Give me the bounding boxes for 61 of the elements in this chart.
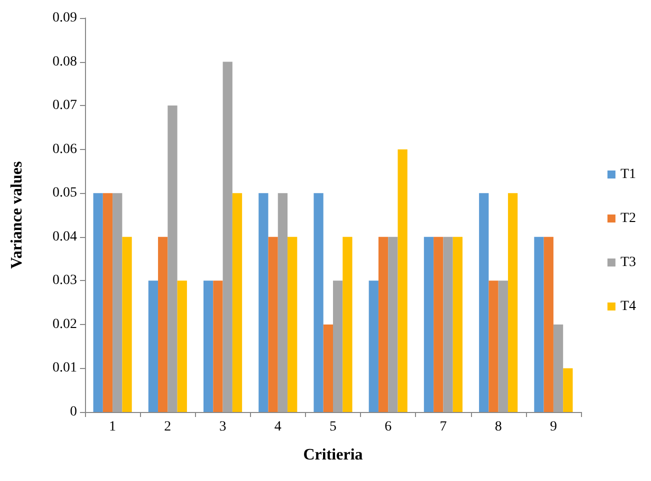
- bar: [232, 193, 242, 412]
- x-tick-label: 9: [550, 420, 557, 434]
- y-tick-label: 0.04: [52, 229, 77, 244]
- y-tick-label: 0.01: [52, 360, 77, 376]
- x-tick-label: 1: [109, 420, 116, 434]
- legend-label: T3: [620, 255, 636, 270]
- bar: [278, 193, 288, 412]
- bar: [443, 236, 453, 412]
- x-tick-label: 5: [330, 420, 336, 434]
- legend-label: T1: [620, 167, 636, 182]
- bar: [258, 193, 268, 412]
- bar: [323, 324, 333, 412]
- bar: [222, 62, 232, 412]
- y-tick-label: 0: [70, 404, 77, 420]
- bar: [268, 236, 278, 412]
- bar: [177, 280, 187, 412]
- bar: [479, 193, 489, 412]
- bar: [434, 236, 444, 412]
- y-tick-label: 0.03: [52, 273, 77, 288]
- y-tick-label: 0.07: [52, 98, 77, 114]
- bar: [314, 193, 324, 412]
- bar: [378, 236, 388, 412]
- bar: [203, 280, 214, 412]
- bar: [544, 236, 554, 412]
- x-axis-title: Critieria: [303, 446, 363, 464]
- bar: [563, 368, 573, 412]
- x-tick-label: 3: [219, 420, 226, 434]
- bar: [122, 236, 132, 412]
- bar: [424, 236, 434, 412]
- bar: [398, 149, 408, 412]
- bar: [452, 236, 463, 412]
- bar: [553, 324, 564, 412]
- y-tick-label: 0.02: [52, 316, 77, 332]
- bar: [112, 193, 122, 412]
- bar: [93, 193, 103, 412]
- bar: [288, 236, 298, 412]
- bar: [158, 236, 168, 412]
- legend-label: T4: [620, 299, 636, 314]
- bar: [488, 280, 498, 412]
- bar: [168, 106, 178, 412]
- x-tick-label: 8: [494, 420, 502, 434]
- bar: [333, 280, 343, 412]
- bar: [508, 193, 518, 412]
- legend-label: T2: [620, 211, 636, 226]
- x-tick-label: 4: [274, 420, 282, 434]
- x-tick-label: 7: [440, 420, 447, 434]
- bar: [342, 236, 352, 412]
- y-tick-label: 0.08: [52, 54, 77, 70]
- bar: [213, 280, 223, 412]
- x-tick-label: 2: [164, 420, 172, 434]
- bar: [102, 193, 113, 412]
- y-tick-label: 0.05: [52, 186, 77, 201]
- x-tick-label: 6: [384, 420, 392, 434]
- y-tick-label: 0.06: [52, 142, 77, 157]
- bar: [388, 236, 398, 412]
- bar: [148, 280, 158, 412]
- bar: [534, 236, 544, 412]
- y-axis-title: Variance values: [8, 161, 26, 269]
- bar: [498, 280, 508, 412]
- y-tick-label: 0.09: [52, 10, 77, 26]
- bar: [368, 280, 378, 412]
